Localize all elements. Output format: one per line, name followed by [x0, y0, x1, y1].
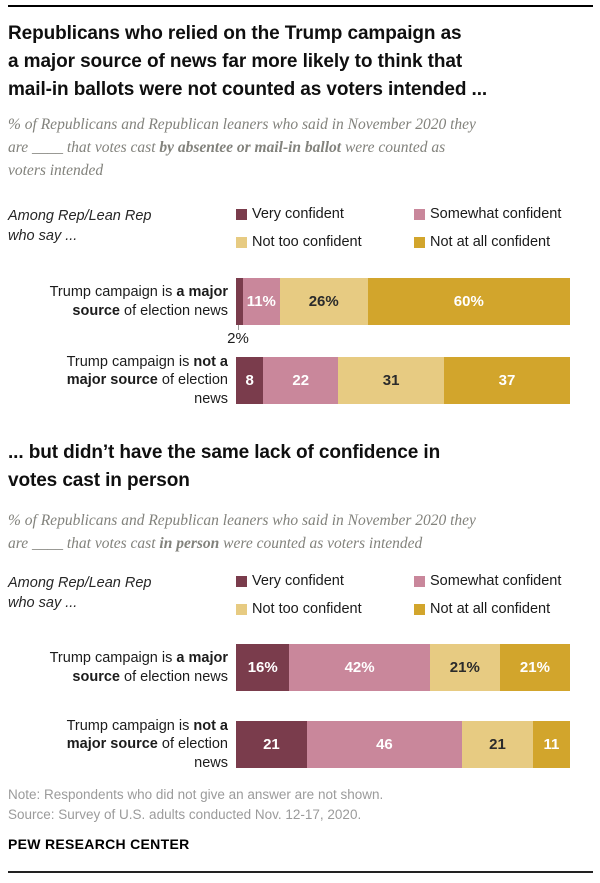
legend-label: Not too confident [252, 234, 362, 250]
legend-item-not-at-all-confident: Not at all confident [414, 232, 593, 252]
legend-label: Not too confident [252, 601, 362, 617]
bar-segment-very-confident: 8 [236, 357, 264, 404]
legend-swatch-icon [414, 575, 425, 587]
bar-row: Trump campaign is a major source of elec… [8, 644, 593, 691]
legend-label: Very confident [252, 206, 344, 222]
bar-segment-very-confident [236, 278, 243, 325]
bar-row: Trump campaign is a major source of elec… [8, 278, 593, 347]
top-rule [8, 5, 593, 7]
legend-label: Very confident [252, 573, 344, 589]
legend-label: Somewhat confident [430, 206, 562, 222]
report-page: Republicans who relied on the Trump camp… [0, 5, 600, 873]
segment-callout: 2% [217, 325, 259, 348]
bar-row: Trump campaign is not a major source of … [8, 718, 593, 771]
chart-subtitle: % of Republicans and Republican leaners … [8, 113, 593, 182]
legend-swatch-icon [236, 236, 247, 248]
legend-item-not-at-all-confident: Not at all confident [414, 599, 593, 619]
bar-rows: Trump campaign is a major source of elec… [8, 278, 593, 407]
bar-segment-not-too-confident: 31 [338, 357, 444, 404]
source-text: Source: Survey of U.S. adults conducted … [8, 807, 362, 822]
bar-rows: Trump campaign is a major source of elec… [8, 644, 593, 771]
subtitle-pre: % of Republicans and Republican leaners … [8, 116, 476, 156]
subtitle-bold: in person [159, 535, 220, 552]
chart-mail-ballot-confidence: Republicans who relied on the Trump camp… [8, 20, 593, 407]
stacked-bar: 21 46 21 11 [236, 721, 570, 768]
chart-title: Republicans who relied on the Trump camp… [8, 23, 488, 100]
row-label: Trump campaign is not a major source of … [66, 717, 228, 771]
callout-value: 2% [227, 330, 249, 347]
chart-in-person-confidence: ... but didn’t have the same lack of con… [8, 439, 593, 771]
legend-swatch-icon [414, 236, 425, 248]
group-label: Among Rep/Lean Rep who say ... [8, 575, 152, 611]
legend-swatch-icon [236, 208, 247, 220]
legend-swatch-icon [236, 575, 247, 587]
bar-segment-not-at-all-confident: 21% [499, 644, 570, 691]
legend-swatch-icon [414, 208, 425, 220]
bar-segment-not-at-all-confident: 11 [532, 721, 570, 768]
bar-segment-somewhat-confident: 46 [306, 721, 463, 768]
footer: Note: Respondents who did not give an an… [8, 785, 593, 873]
callout-leader-line [237, 325, 239, 330]
bar-segment-not-too-confident: 21 [462, 721, 533, 768]
bar-segment-not-at-all-confident: 37 [443, 357, 571, 404]
bar-segment-not-too-confident: 26% [279, 278, 368, 325]
legend-swatch-icon [236, 603, 247, 615]
legend-item-somewhat-confident: Somewhat confident [414, 204, 593, 224]
bar-segment-not-at-all-confident: 60% [367, 278, 570, 325]
row-label: Trump campaign is a major source of elec… [49, 284, 228, 319]
legend: Very confident Somewhat confident Not too … [236, 204, 593, 252]
legend-item-very-confident: Very confident [236, 571, 414, 591]
chart-subtitle: % of Republicans and Republican leaners … [8, 509, 593, 555]
legend-item-very-confident: Very confident [236, 204, 414, 224]
chart-header: Among Rep/Lean Rep who say ... Very conf… [8, 204, 593, 252]
subtitle-bold: by absentee or mail-in ballot [159, 139, 342, 156]
legend-label: Not at all confident [430, 234, 551, 250]
brand-label: PEW RESEARCH CENTER [8, 836, 190, 852]
bar-segment-somewhat-confident: 22 [263, 357, 339, 404]
stacked-bar: 11% 26% 60% [236, 278, 570, 325]
bar-segment-very-confident: 16% [236, 644, 290, 691]
legend-swatch-icon [414, 603, 425, 615]
bar-segment-somewhat-confident: 42% [289, 644, 430, 691]
subtitle-post: were counted as voters intended [8, 139, 446, 179]
legend: Very confident Somewhat confident Not too … [236, 571, 593, 619]
chart-header: Among Rep/Lean Rep who say ... Very conf… [8, 571, 593, 619]
bar-segment-very-confident: 21 [236, 721, 307, 768]
legend-label: Not at all confident [430, 601, 551, 617]
group-label: Among Rep/Lean Rep who say ... [8, 208, 152, 244]
note-text: Note: Respondents who did not give an an… [8, 787, 384, 802]
legend-item-somewhat-confident: Somewhat confident [414, 571, 593, 591]
legend-label: Somewhat confident [430, 573, 562, 589]
legend-item-not-too-confident: Not too confident [236, 232, 414, 252]
chart-title: ... but didn’t have the same lack of con… [8, 442, 441, 491]
row-label: Trump campaign is a major source of elec… [49, 650, 228, 685]
legend-item-not-too-confident: Not too confident [236, 599, 414, 619]
row-label: Trump campaign is not a major source of … [66, 353, 228, 407]
subtitle-pre: % of Republicans and Republican leaners … [8, 512, 476, 552]
bottom-rule [8, 871, 593, 873]
stacked-bar: 16% 42% 21% 21% [236, 644, 570, 691]
stacked-bar: 8 22 31 37 [236, 357, 571, 404]
subtitle-post: were counted as voters intended [219, 535, 423, 552]
bar-row: Trump campaign is not a major source of … [8, 354, 593, 407]
bar-segment-somewhat-confident: 11% [242, 278, 280, 325]
bar-segment-not-too-confident: 21% [429, 644, 500, 691]
